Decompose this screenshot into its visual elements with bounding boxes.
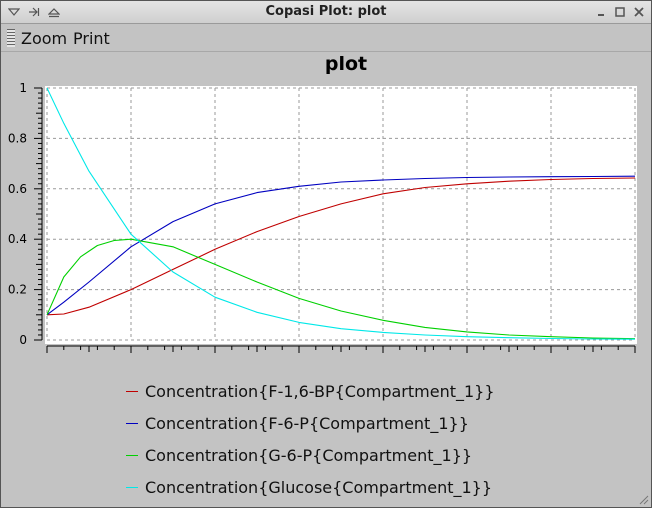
maximize-icon[interactable] bbox=[613, 5, 627, 19]
keep-above-icon[interactable] bbox=[48, 6, 60, 18]
legend: Concentration{F-1,6-BP{Compartment_1}} Co… bbox=[126, 375, 495, 503]
window-title: Copasi Plot: plot bbox=[265, 4, 387, 19]
series-line bbox=[46, 87, 636, 340]
menu-bar: Zoom Print bbox=[1, 25, 651, 52]
legend-item[interactable]: Concentration{Glucose{Compartment_1}} bbox=[126, 471, 495, 503]
resize-grip-icon[interactable] bbox=[637, 493, 649, 505]
legend-label: Concentration{F-6-P{Compartment_1}} bbox=[145, 413, 469, 433]
menu-print[interactable]: Print bbox=[73, 29, 110, 48]
legend-label: Concentration{G-6-P{Compartment_1}} bbox=[145, 445, 473, 465]
shade-icon[interactable] bbox=[28, 6, 40, 18]
legend-item[interactable]: Concentration{F-6-P{Compartment_1}} bbox=[126, 407, 495, 439]
plot-area: plot 00.20.40.60.81010203040506070 Conce… bbox=[1, 53, 651, 507]
series-lines bbox=[46, 87, 636, 340]
plot-canvas[interactable] bbox=[45, 86, 637, 344]
y-tick-label: 0.2 bbox=[8, 283, 27, 297]
close-icon[interactable] bbox=[632, 5, 646, 19]
legend-item[interactable]: Concentration{F-1,6-BP{Compartment_1}} bbox=[126, 375, 495, 407]
legend-swatch bbox=[126, 390, 138, 392]
legend-swatch bbox=[126, 422, 138, 424]
y-tick-label: 1 bbox=[19, 81, 27, 95]
legend-swatch bbox=[126, 486, 138, 488]
title-bar[interactable]: Copasi Plot: plot bbox=[1, 1, 651, 24]
y-tick-label: 0 bbox=[19, 333, 27, 347]
chart[interactable]: plot 00.20.40.60.81010203040506070 bbox=[1, 53, 651, 353]
y-tick-label: 0.8 bbox=[8, 131, 27, 145]
legend-swatch bbox=[126, 454, 138, 456]
series-line bbox=[46, 177, 636, 316]
axes: 00.20.40.60.81010203040506070 bbox=[8, 81, 636, 353]
y-tick-label: 0.4 bbox=[8, 232, 27, 246]
series-line bbox=[46, 238, 636, 340]
legend-label: Concentration{Glucose{Compartment_1}} bbox=[145, 477, 493, 497]
series-line bbox=[46, 175, 636, 316]
window-menu-icon[interactable] bbox=[8, 6, 20, 18]
legend-item[interactable]: Concentration{G-6-P{Compartment_1}} bbox=[126, 439, 495, 471]
grid-lines bbox=[46, 87, 636, 341]
menu-zoom[interactable]: Zoom bbox=[21, 29, 68, 48]
toolbar-grip-icon[interactable] bbox=[7, 29, 15, 47]
chart-title: plot bbox=[325, 53, 367, 75]
y-tick-label: 0.6 bbox=[8, 182, 27, 196]
minimize-icon[interactable] bbox=[594, 5, 608, 19]
legend-label: Concentration{F-1,6-BP{Compartment_1}} bbox=[145, 381, 495, 401]
